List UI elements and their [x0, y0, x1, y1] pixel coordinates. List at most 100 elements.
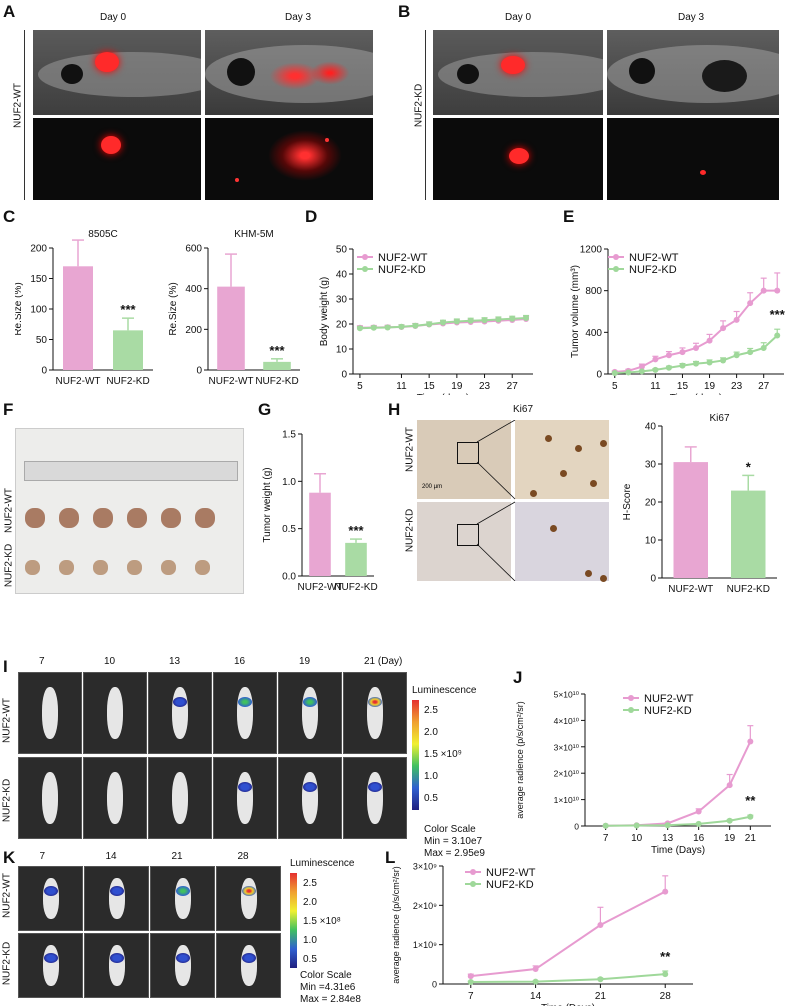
data-point	[597, 976, 604, 983]
data-point	[747, 300, 754, 307]
mouse-body	[302, 772, 318, 825]
stained-nucleus	[530, 490, 537, 497]
x-tick-label: 7	[468, 991, 474, 1002]
data-point	[662, 888, 669, 895]
scale-tick: 2.0	[424, 727, 438, 738]
y-tick-label: 0.0	[282, 572, 296, 583]
panel-h-label: H	[388, 400, 401, 419]
panel-b-day3: Day 3	[678, 12, 705, 23]
data-point	[625, 369, 632, 376]
color-scale-bar	[412, 700, 419, 810]
luminescence-signal	[175, 952, 190, 963]
panel-e-label: E	[563, 207, 575, 226]
data-point	[633, 822, 640, 829]
legend-marker	[613, 266, 619, 272]
x-tick-label: 19	[724, 833, 736, 844]
y-tick-label: 30	[645, 460, 657, 471]
chart-c-8505c: 0 50 100 150 200 NUF2-WT NUF2-KD *** 8505C Re.Siz…	[15, 229, 153, 387]
data-point	[665, 364, 672, 371]
color-scale-bar-k	[290, 873, 297, 968]
panel-j-label: J	[513, 668, 523, 687]
data-point	[664, 822, 671, 829]
y-tick-label: 40	[645, 422, 657, 433]
data-point	[638, 368, 645, 375]
mouse-image	[148, 672, 212, 754]
legend-label: NUF2-KD	[378, 264, 426, 276]
x-tick-label: NUF2-KD	[334, 582, 377, 593]
zebrafish-wt-day3-fluorescence	[205, 118, 373, 200]
panel-h-kd: NUF2-KD	[404, 508, 416, 553]
day-label: 7	[39, 656, 45, 667]
data-point	[481, 317, 488, 324]
panel-k-wt: NUF2-WT	[1, 873, 13, 918]
ruler-icon	[24, 461, 238, 481]
panel-h-wt: NUF2-WT	[404, 427, 416, 472]
data-point	[597, 922, 604, 928]
y-tick-label: 0.5	[282, 524, 296, 535]
stained-nucleus	[600, 440, 607, 447]
bar	[263, 361, 291, 370]
x-axis-label: Time (days)	[417, 393, 469, 395]
y-tick-label: 4×10¹⁰	[554, 716, 580, 726]
y-tick-label: 100	[30, 305, 47, 316]
mouse-body	[42, 878, 59, 920]
luminescence-signal	[303, 782, 317, 792]
mouse-image	[213, 757, 277, 839]
y-tick-label: 3×10⁹	[413, 862, 437, 872]
day-label: 13	[169, 656, 181, 667]
mouse-body	[174, 878, 191, 920]
stained-nucleus	[550, 525, 557, 532]
y-axis-label: H-Score	[622, 483, 633, 520]
stained-nucleus	[600, 575, 607, 582]
y-axis-label: average radience (p/s/cm²/sr)	[391, 866, 401, 984]
scale-tick: 0.5	[424, 793, 438, 804]
zebrafish-kd-day3-brightfield	[607, 30, 779, 115]
scale-tick: 2.5	[303, 878, 317, 889]
x-tick-label: NUF2-WT	[298, 582, 343, 593]
data-point	[774, 332, 781, 339]
luminescence-signal	[368, 697, 382, 707]
y-tick-label: 5×10¹⁰	[554, 690, 580, 700]
x-tick-label: 23	[731, 381, 743, 392]
data-point	[440, 319, 446, 326]
chart-title: KHM-5M	[234, 229, 273, 240]
mouse-image	[84, 933, 149, 998]
data-point	[693, 344, 699, 351]
data-point	[720, 325, 727, 332]
tumor	[161, 560, 176, 575]
significance-label: *	[746, 459, 752, 474]
mouse-body	[108, 878, 125, 920]
mouse-body	[107, 687, 123, 740]
stained-nucleus	[585, 570, 592, 577]
panel-k-scale-title: Luminescence	[290, 858, 355, 869]
data-point	[509, 315, 516, 322]
y-tick-label: 1×10⁹	[413, 940, 437, 950]
mouse-body	[240, 878, 257, 920]
y-tick-label: 20	[645, 498, 657, 509]
x-tick-label: 21	[595, 991, 607, 1002]
day-label: 28	[237, 851, 249, 862]
panel-d-label: D	[305, 207, 318, 226]
mouse-image	[213, 672, 277, 754]
data-point	[693, 360, 699, 367]
scale-tick: 1.5 ×10⁸	[303, 916, 341, 927]
data-point	[760, 287, 767, 294]
x-tick-label: 11	[650, 381, 661, 392]
significance-label: **	[745, 793, 756, 808]
day-label: 21	[171, 851, 183, 862]
data-point	[726, 817, 733, 824]
tumor	[161, 508, 181, 528]
ihc-wt-overview: 200 µm	[417, 420, 511, 499]
ihc-kd-overview	[417, 502, 511, 581]
significance-label: ***	[120, 302, 136, 317]
data-point	[523, 315, 530, 321]
day-label: 14	[105, 851, 117, 862]
data-point	[638, 363, 645, 370]
luminescence-signal	[368, 782, 382, 792]
x-tick-label: 27	[758, 381, 770, 392]
panel-k-label: K	[3, 848, 16, 867]
y-tick-label: 50	[36, 335, 48, 346]
bar	[63, 266, 93, 370]
stained-nucleus	[575, 445, 582, 452]
